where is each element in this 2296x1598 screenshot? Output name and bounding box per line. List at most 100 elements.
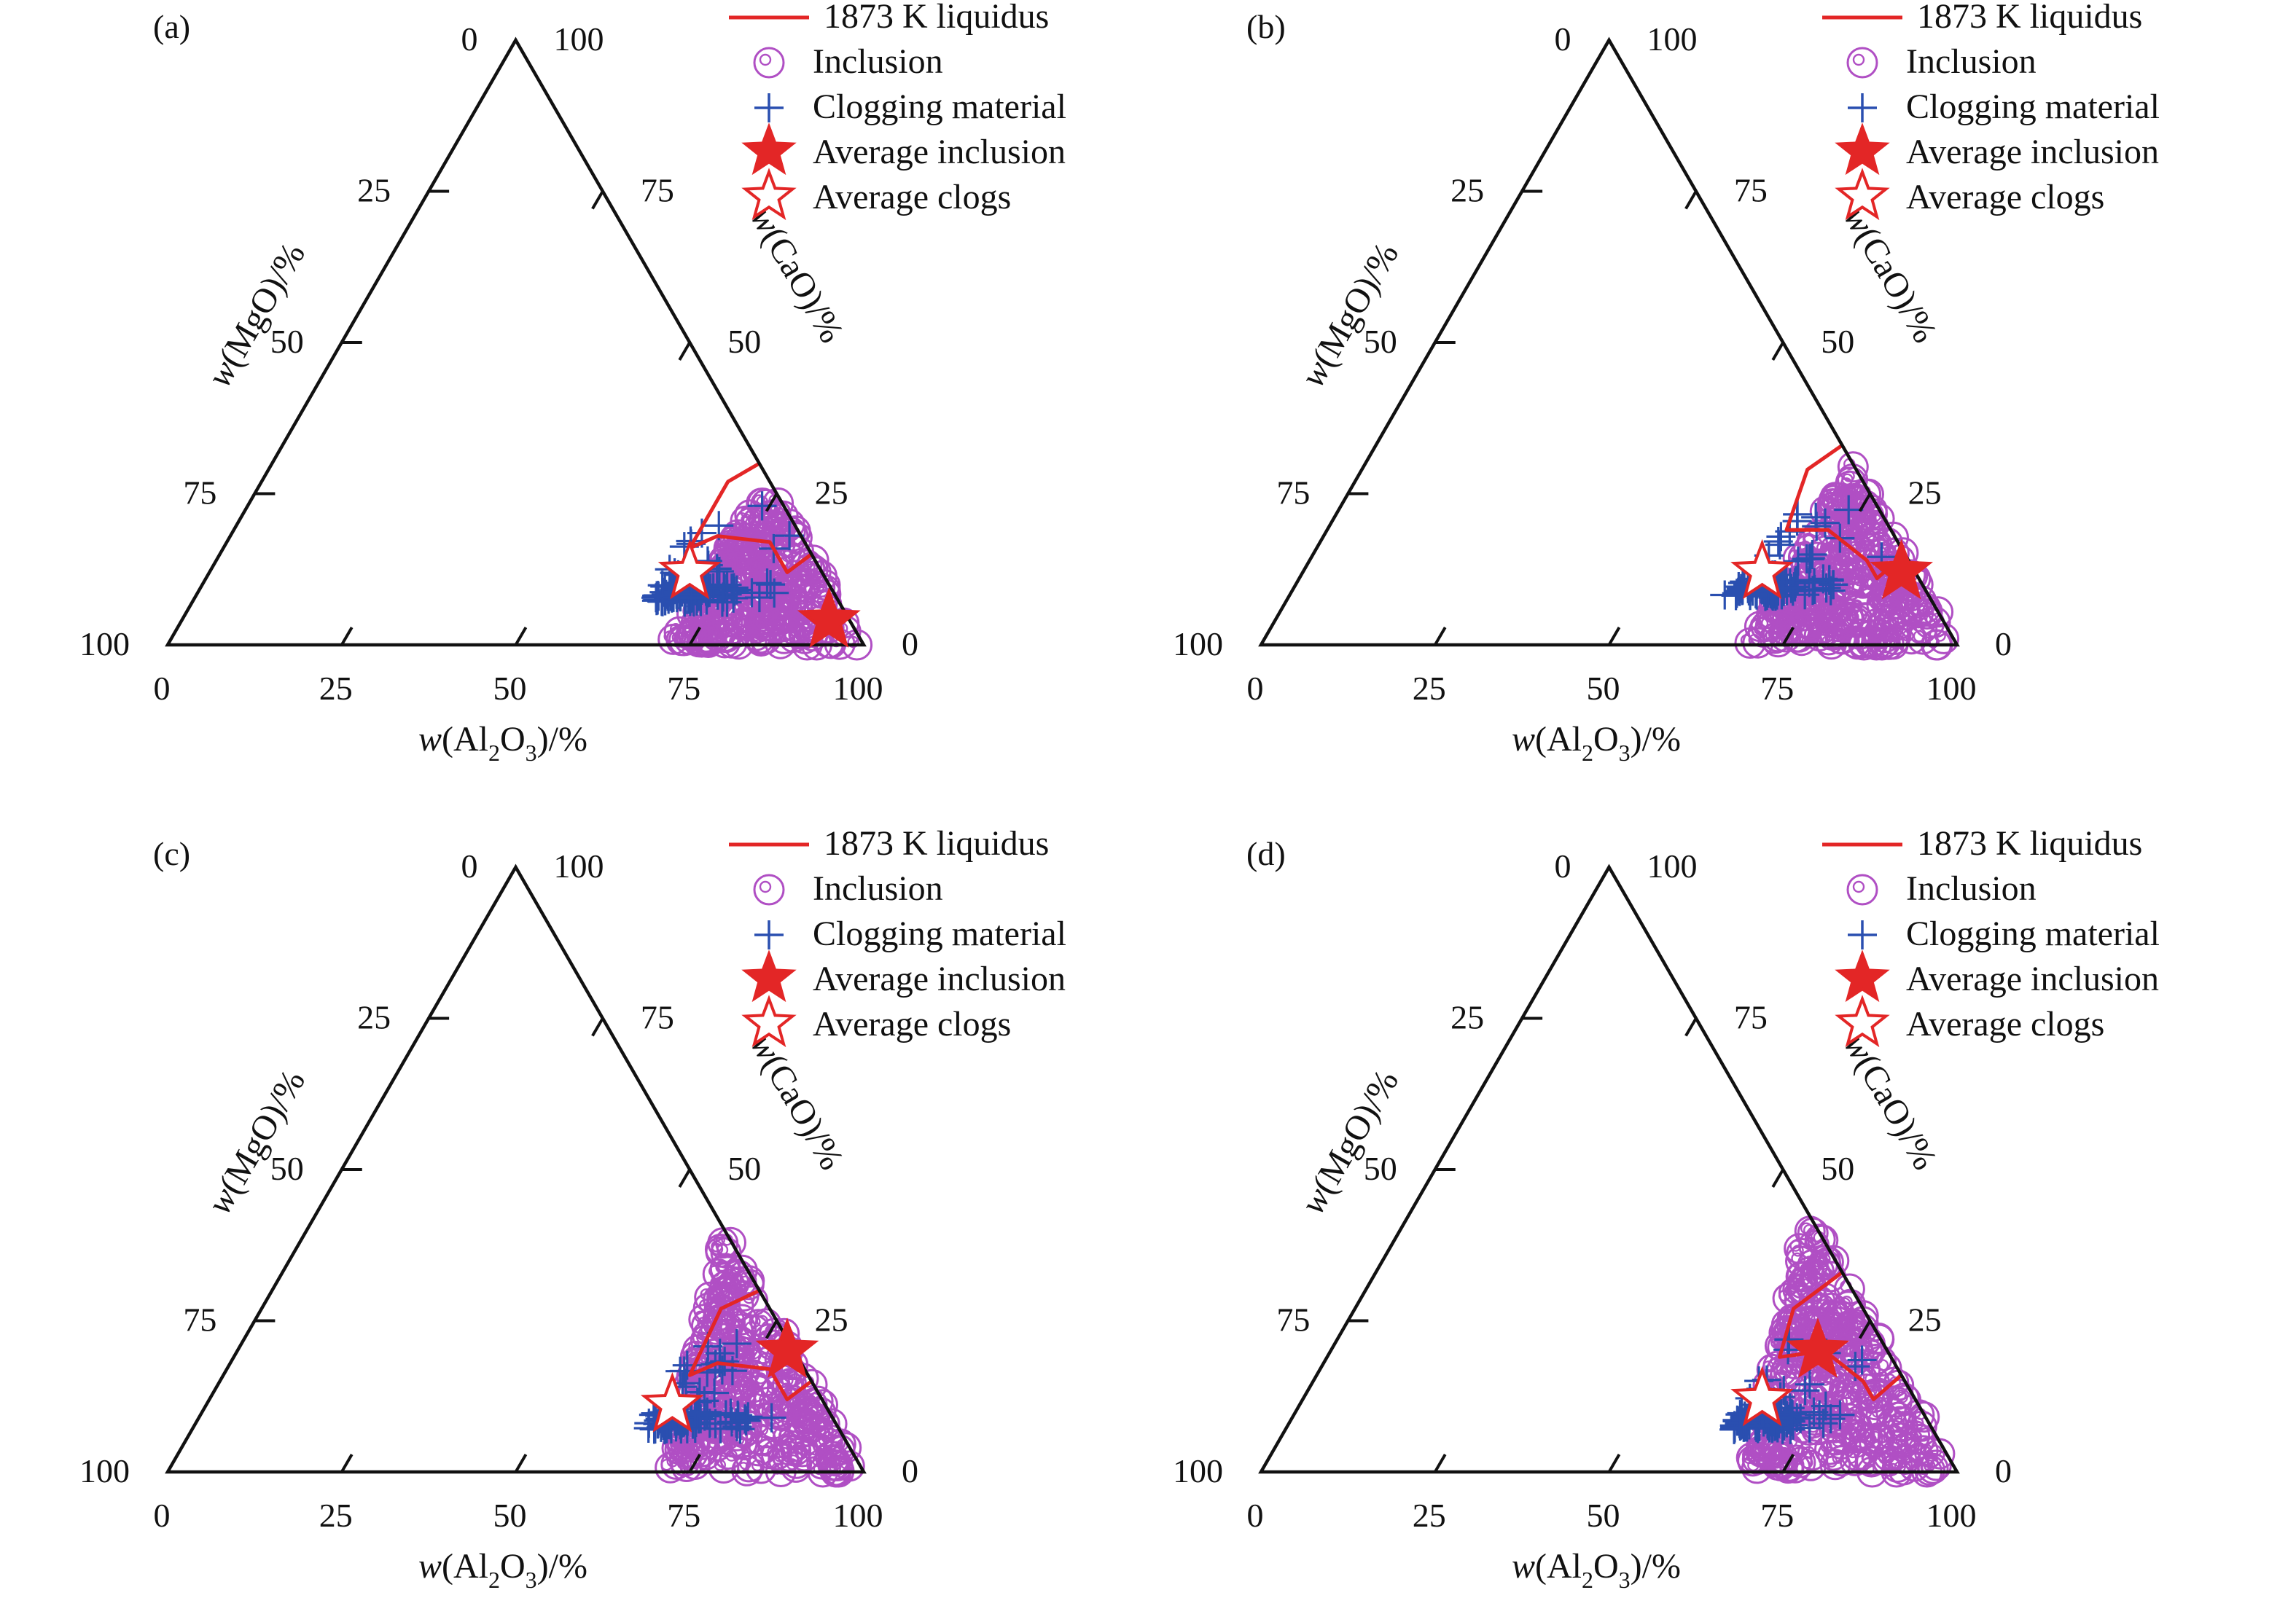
legend-inclusion-label: Inclusion bbox=[1906, 42, 2037, 81]
axis-label-cao-body: (CaO)/% bbox=[1848, 221, 1945, 350]
inclusion-point bbox=[1863, 1323, 1895, 1355]
inclusion-points bbox=[1734, 451, 1960, 661]
average-inclusion-marker bbox=[1786, 1317, 1850, 1379]
tick-label-al2o3: 25 bbox=[1413, 1497, 1446, 1534]
tick-label-cao: 50 bbox=[1821, 323, 1854, 360]
tick-label-al2o3: 0 bbox=[154, 670, 171, 707]
tick-label-mgo: 100 bbox=[79, 1452, 130, 1489]
axis-label-al-body: (Al bbox=[1535, 720, 1582, 759]
tick-mark bbox=[591, 1017, 604, 1037]
inclusion-point bbox=[1813, 624, 1845, 656]
inclusion-point-core bbox=[1800, 1263, 1812, 1275]
tick-label-mgo: 25 bbox=[1450, 172, 1484, 209]
clog-point bbox=[1744, 1412, 1774, 1442]
clog-point bbox=[707, 1355, 737, 1385]
average-clogs-marker bbox=[1730, 1366, 1795, 1427]
inclusion-point bbox=[1899, 1420, 1931, 1452]
legend-inclusion-label: Inclusion bbox=[813, 42, 943, 81]
tick-label-al2o3: 75 bbox=[667, 670, 700, 707]
inclusion-point-core bbox=[792, 1442, 805, 1455]
inclusion-point-core bbox=[1816, 541, 1829, 555]
inclusion-point bbox=[1840, 531, 1873, 563]
tick-mark bbox=[514, 1453, 528, 1473]
inclusion-point bbox=[757, 1393, 789, 1425]
clog-point bbox=[747, 491, 777, 521]
inclusion-point-core bbox=[1929, 1444, 1942, 1457]
tick-label-mgo: 0 bbox=[461, 847, 478, 885]
axis-label-al2o3: w(Al2O3)/% bbox=[418, 1547, 587, 1593]
panel-label: (d) bbox=[1246, 835, 1286, 872]
legend-clog-label: Clogging material bbox=[1906, 87, 2160, 126]
legend-avg-clog-label: Average clogs bbox=[813, 1005, 1011, 1043]
axis-label-al-sub: 3 bbox=[1619, 740, 1631, 766]
inclusion-point-core bbox=[767, 520, 780, 532]
clog-point bbox=[711, 1400, 741, 1430]
inclusion-point bbox=[1763, 1446, 1795, 1478]
inclusion-point bbox=[716, 627, 748, 659]
tick-mark bbox=[1771, 1168, 1784, 1188]
inclusion-point-core bbox=[825, 1456, 837, 1468]
inclusion-point-core bbox=[1821, 1299, 1835, 1312]
legend-clog-label: Clogging material bbox=[813, 914, 1066, 953]
inclusion-point bbox=[701, 1430, 733, 1462]
inclusion-point-core bbox=[847, 635, 859, 649]
inclusion-point bbox=[743, 1435, 774, 1467]
clog-point bbox=[1797, 539, 1827, 569]
tick-label-al2o3: 75 bbox=[1760, 1497, 1794, 1534]
inclusion-point-core bbox=[1878, 1452, 1891, 1465]
inclusion-point bbox=[1742, 627, 1774, 659]
inclusion-point-core bbox=[1861, 518, 1873, 530]
axis-label-al-sub: 2 bbox=[1582, 740, 1593, 766]
inclusion-point-core bbox=[821, 1431, 833, 1444]
average-inclusion-marker bbox=[755, 1317, 819, 1379]
inclusion-point bbox=[1917, 1452, 1949, 1484]
inclusion-point-core bbox=[712, 1326, 725, 1339]
inclusion-point-core bbox=[1843, 1320, 1856, 1333]
inclusion-point bbox=[761, 590, 793, 622]
tick-label-mgo: 75 bbox=[1276, 1301, 1310, 1339]
tick-label-mgo: 0 bbox=[461, 20, 478, 58]
inclusion-point-core bbox=[1890, 1412, 1903, 1425]
inclusion-point bbox=[1804, 1223, 1836, 1256]
axis-label-al-prefix: w bbox=[1512, 720, 1535, 759]
tick-label-cao: 0 bbox=[1995, 625, 2012, 662]
tick-label-cao: 100 bbox=[1647, 20, 1698, 58]
inclusion-point-core bbox=[1841, 473, 1854, 485]
average-inclusion-marker bbox=[797, 587, 861, 648]
inclusion-point bbox=[1833, 1273, 1865, 1305]
clog-point bbox=[1783, 547, 1813, 576]
inclusion-point bbox=[1869, 622, 1901, 654]
tick-mark bbox=[340, 1453, 354, 1473]
inclusion-point-core bbox=[1844, 1315, 1856, 1328]
legend-inclusion-label: Inclusion bbox=[1906, 869, 2037, 908]
legend-inclusion-label: Inclusion bbox=[813, 869, 943, 908]
inclusion-point-core bbox=[721, 1344, 733, 1357]
inclusion-point-core bbox=[1829, 505, 1842, 517]
liquidus-curve bbox=[1784, 444, 1907, 581]
axis-label-al2o3: w(Al2O3)/% bbox=[1512, 1547, 1681, 1593]
clog-point bbox=[644, 581, 673, 611]
tick-mark bbox=[678, 1168, 691, 1188]
axis-label-al-body: (Al bbox=[442, 1547, 488, 1586]
tick-label-cao: 0 bbox=[902, 625, 918, 662]
axis-label-al-prefix: w bbox=[418, 1547, 442, 1586]
tick-mark bbox=[1771, 341, 1784, 361]
inclusion-point-core bbox=[1883, 1431, 1896, 1444]
inclusion-point-core bbox=[810, 579, 822, 591]
legend-avg-inclusion-swatch bbox=[1835, 122, 1890, 176]
inclusion-point-core bbox=[674, 631, 687, 644]
clog-point bbox=[676, 583, 706, 613]
panel-label: (b) bbox=[1246, 8, 1286, 45]
legend-inclusion-swatch bbox=[1846, 874, 1878, 906]
inclusion-point bbox=[776, 581, 808, 614]
inclusion-point-core bbox=[1849, 573, 1862, 585]
inclusion-point bbox=[1870, 1352, 1902, 1384]
tick-label-mgo: 75 bbox=[1276, 474, 1310, 512]
axis-label-al-body: )/% bbox=[1631, 720, 1681, 759]
inclusion-point bbox=[1873, 597, 1905, 629]
inclusion-point-core bbox=[1888, 1385, 1901, 1398]
ternary-panel-a: (a) 0 0 0 25 25 25 50 50 50 75 75 75 100 100 100 w(MgO)/… bbox=[79, 0, 1066, 766]
tick-label-cao: 100 bbox=[554, 20, 604, 58]
tick-label-cao: 25 bbox=[815, 1301, 848, 1339]
inclusion-point-core bbox=[1855, 608, 1867, 621]
